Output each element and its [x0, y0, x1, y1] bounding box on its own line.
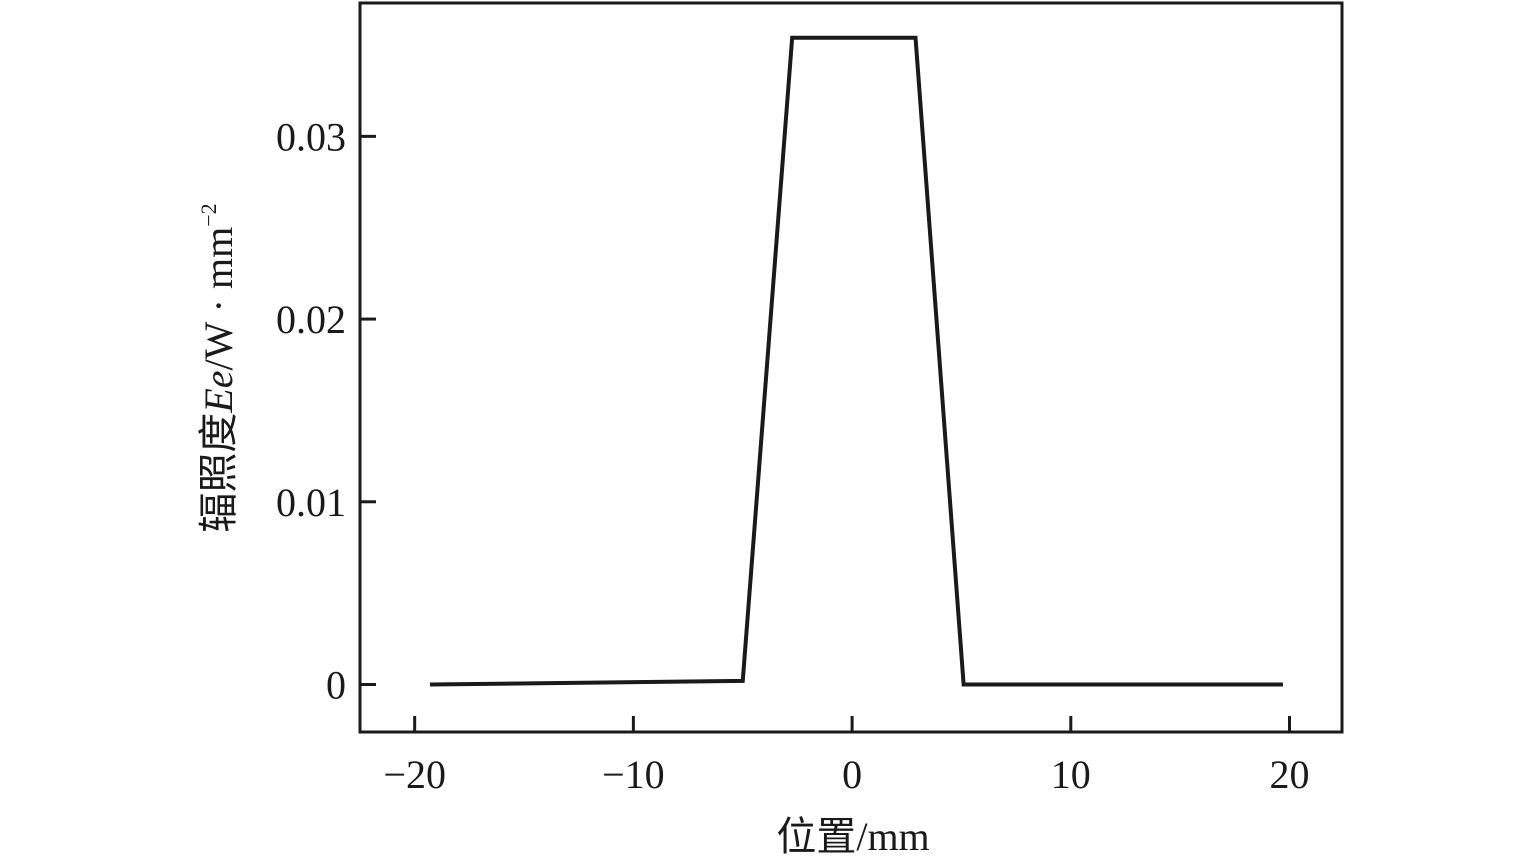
y-tick-label: 0	[326, 662, 346, 707]
y-label-part: /W · mm	[196, 227, 241, 371]
y-tick-label: 0.03	[276, 114, 346, 159]
x-tick-label: −20	[383, 752, 446, 797]
plot-frame	[358, 1, 1344, 734]
x-tick-label: −10	[602, 752, 665, 797]
x-axis-label: 位置/mm	[776, 814, 929, 856]
x-tick-label: 0	[842, 752, 862, 797]
y-axis-label: 辐照度Ee/W · mm−2	[196, 203, 241, 532]
x-tick-label: 10	[1051, 752, 1091, 797]
data-line	[429, 35, 1283, 687]
y-label-part: 辐照度	[196, 413, 241, 533]
y-tick-label: 0.02	[276, 297, 346, 342]
y-tick-label: 0.01	[276, 480, 346, 525]
y-label-part: Ee	[196, 370, 241, 413]
x-tick-label: 20	[1270, 752, 1310, 797]
y-label-part: −2	[196, 203, 221, 226]
